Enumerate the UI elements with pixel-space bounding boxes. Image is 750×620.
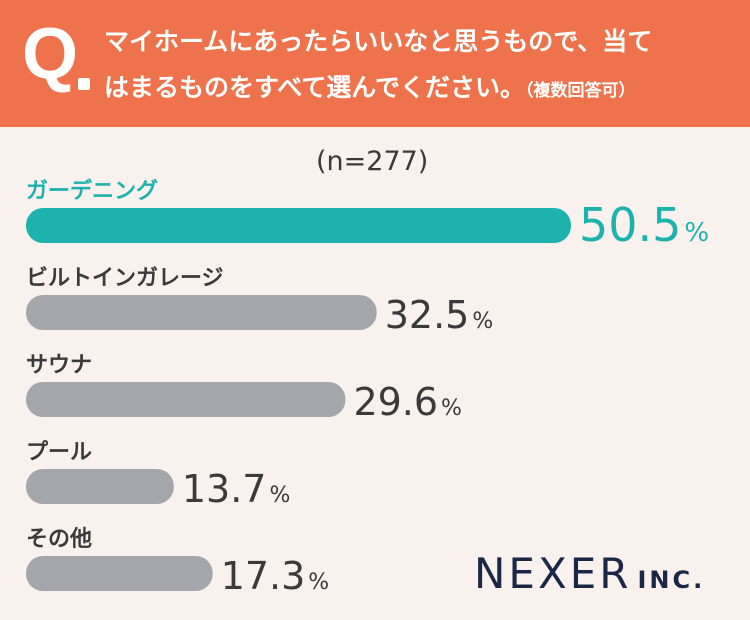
bar (26, 469, 174, 504)
sample-size: (n=277) (316, 146, 429, 177)
value-label: 50.5% (579, 198, 709, 252)
value-label: 29.6% (353, 380, 462, 424)
category-label: その他 (26, 527, 92, 552)
bar (26, 556, 213, 591)
value-label: 32.5% (385, 293, 494, 337)
question-text-line2: はまるものをすべて選んでください。（複数回答可） (104, 68, 636, 104)
category-label: プール (26, 440, 92, 465)
category-label: サウナ (26, 353, 92, 378)
q-mark: Q (22, 14, 79, 94)
q-dot (78, 78, 90, 90)
question-note: （複数回答可） (525, 81, 636, 101)
bar (26, 382, 346, 417)
value-label: 17.3% (221, 554, 330, 598)
category-label: ビルトインガレージ (26, 266, 224, 291)
value-label: 13.7% (182, 467, 291, 511)
nexer-logo: NEXER INC. (474, 549, 705, 598)
logo-sub: INC. (637, 566, 706, 594)
bar (26, 208, 571, 243)
question-text-line1: マイホームにあったらいいなと思うもので、当て (104, 27, 653, 56)
question-banner: Q マイホームにあったらいいなと思うもので、当て はまるものをすべて選んでくださ… (0, 0, 750, 127)
question-text-main: はまるものをすべて選んでください。 (104, 73, 526, 102)
logo-main: NEXER (474, 549, 632, 598)
category-label: ガーデニング (26, 178, 158, 204)
bar (26, 295, 377, 330)
